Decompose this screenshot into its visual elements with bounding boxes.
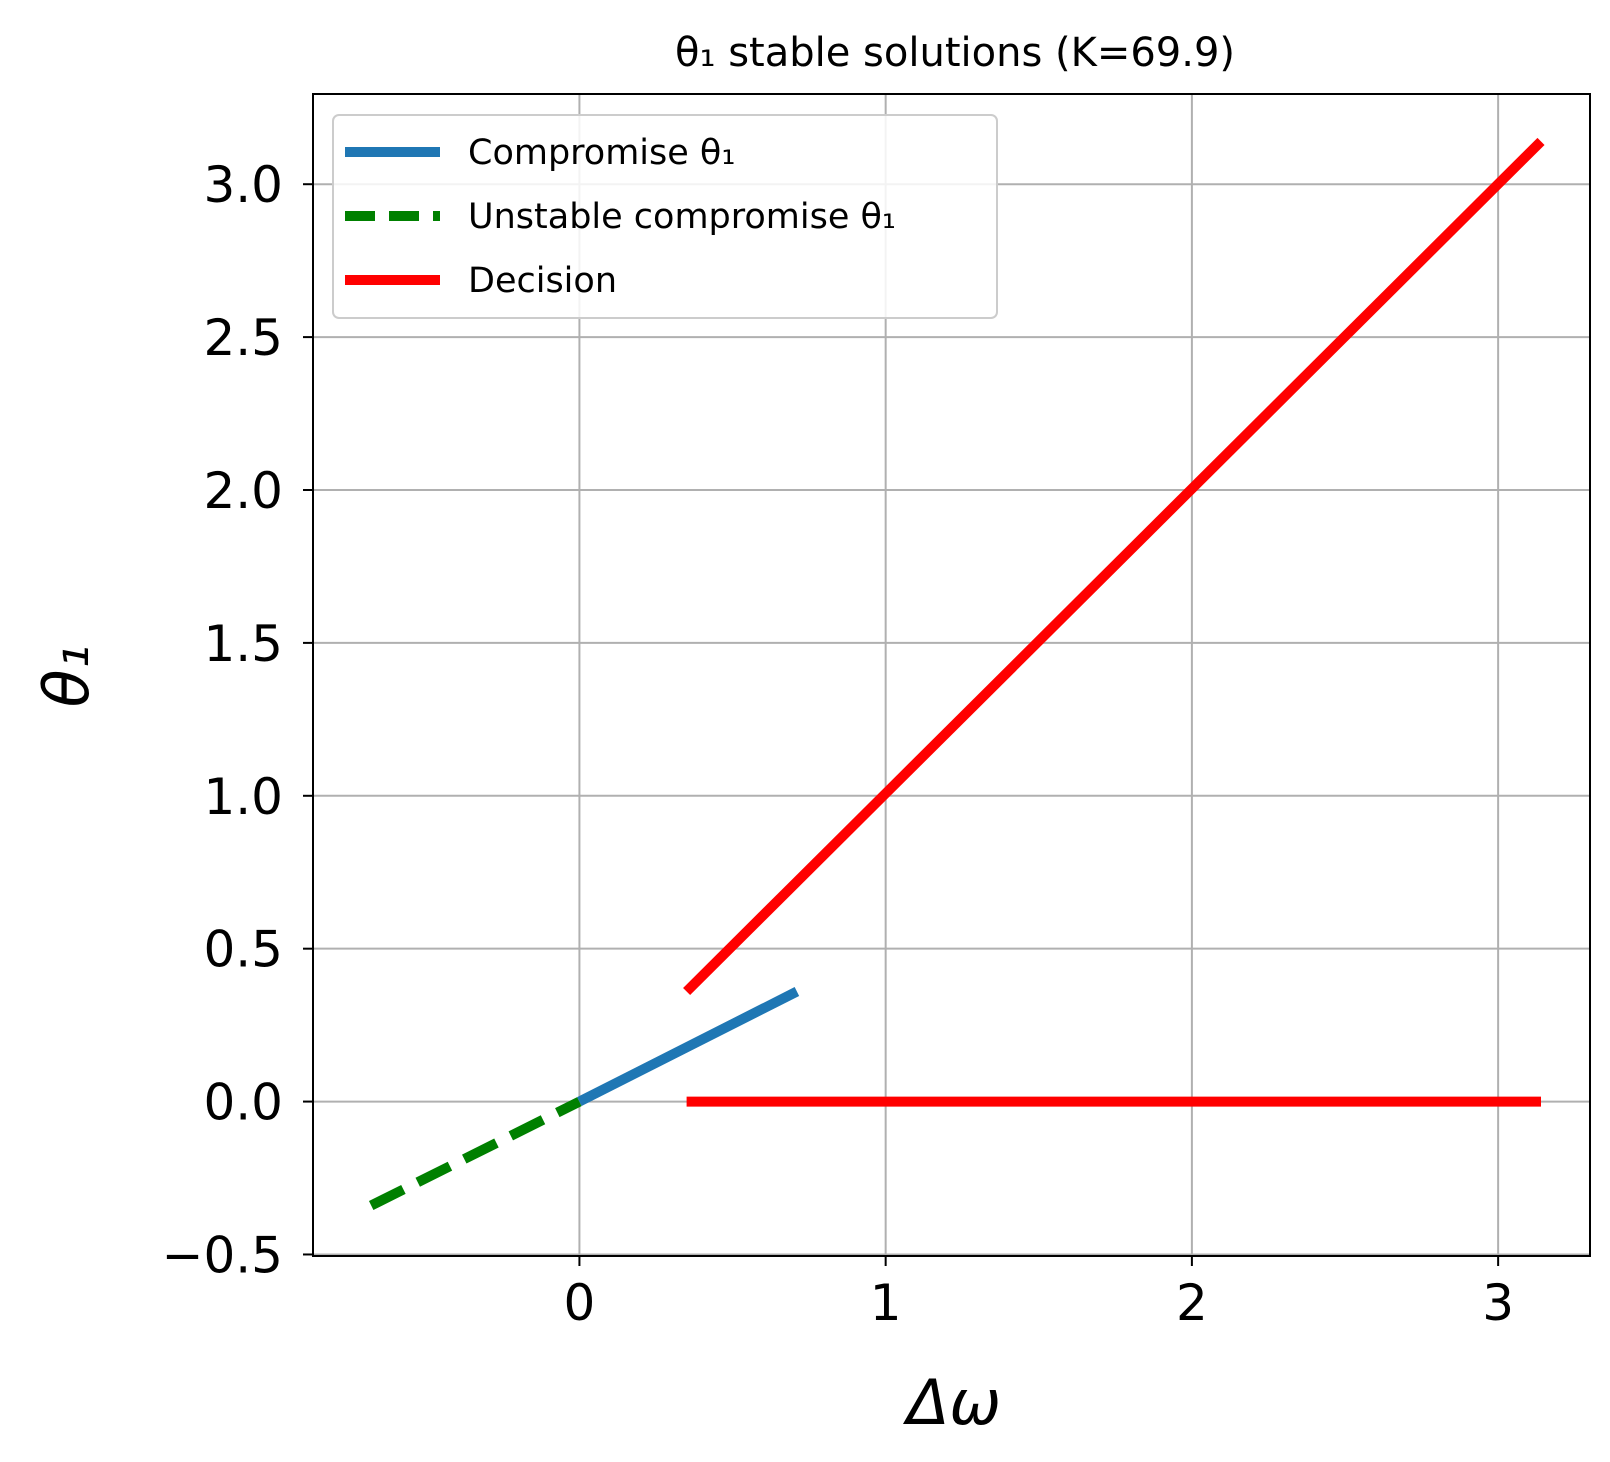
grid xyxy=(313,94,1590,1256)
series-line-2-0 xyxy=(683,137,1545,996)
x-axis-label: Δω xyxy=(903,1366,1001,1439)
legend-label: Decision xyxy=(468,261,617,301)
y-tick-label: 1.5 xyxy=(203,615,283,673)
y-tick-label: −0.5 xyxy=(162,1226,283,1284)
ticks: 0 1 2 3 −0.5 0.0 0.5 1.0 1.5 2.0 2.5 3.0 xyxy=(162,156,1514,1332)
y-tick-label: 0.5 xyxy=(203,921,283,979)
y-tick-label: 3.0 xyxy=(203,156,283,214)
y-tick-label: 2.5 xyxy=(203,309,283,367)
x-tick-label: 3 xyxy=(1482,1274,1514,1332)
y-tick-label: 0.0 xyxy=(203,1074,283,1132)
x-tick-label: 2 xyxy=(1176,1274,1208,1332)
y-tick-label: 1.0 xyxy=(203,768,283,826)
chart-title: θ₁ stable solutions (K=69.9) xyxy=(675,30,1235,76)
legend-label: Unstable compromise θ₁ xyxy=(468,197,896,237)
series-layer xyxy=(368,137,1545,1210)
y-tick-label: 2.0 xyxy=(203,462,283,520)
series-line-1-0 xyxy=(368,1097,582,1210)
x-tick-label: 0 xyxy=(564,1274,596,1332)
legend-label: Compromise θ₁ xyxy=(468,133,735,173)
series-line-0-0 xyxy=(577,987,800,1107)
legend-box xyxy=(332,114,998,319)
x-tick-label: 1 xyxy=(870,1274,902,1332)
plot-frame xyxy=(312,93,1591,1257)
legend: Compromise θ₁ Unstable compromise θ₁ Decis… xyxy=(332,114,998,319)
y-axis-label: θ₁ xyxy=(30,645,103,708)
